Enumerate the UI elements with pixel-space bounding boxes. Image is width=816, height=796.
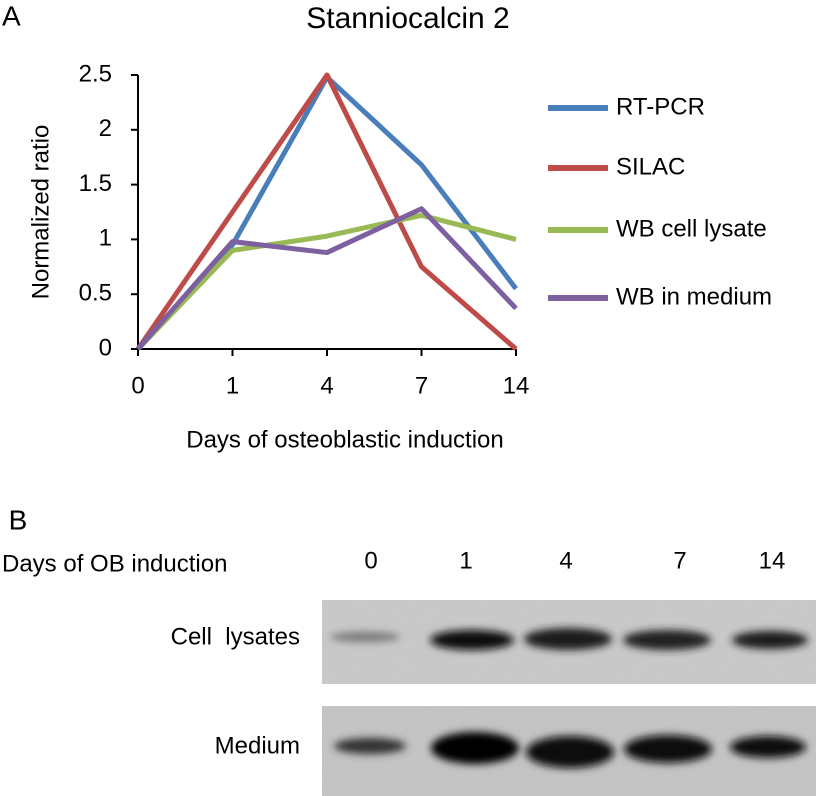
y-tick-label: 1.5 (79, 170, 112, 197)
blot-image (322, 600, 816, 796)
chart-title: Stanniocalcin 2 (306, 2, 509, 35)
series-line (136, 212, 517, 351)
series-line (136, 74, 518, 351)
lane-label: 0 (364, 547, 377, 574)
legend-label: SILAC (616, 153, 685, 180)
lane-label: 14 (759, 547, 786, 574)
panel-label: A (2, 0, 21, 31)
blot-row-label: Medium (215, 732, 300, 759)
series-line (135, 72, 518, 351)
blot-row-label: Cell lysates (171, 623, 300, 650)
y-tick-label: 1 (99, 225, 112, 252)
y-tick-label: 0.5 (79, 280, 112, 307)
lane-label: 4 (559, 547, 572, 574)
legend-label: RT-PCR (616, 93, 705, 120)
x-tick-label: 4 (320, 372, 333, 399)
x-axis-label: Days of osteoblastic induction (186, 426, 504, 453)
blot-header: Days of OB induction (2, 550, 227, 577)
y-tick-label: 0 (99, 334, 112, 361)
legend-label: WB cell lysate (616, 215, 767, 242)
lane-label: 7 (673, 547, 686, 574)
x-tick-label: 7 (415, 372, 428, 399)
panel-label: B (9, 504, 28, 535)
lane-label: 1 (459, 547, 472, 574)
legend-label: WB in medium (616, 283, 772, 310)
series-line (136, 206, 518, 351)
x-tick-label: 14 (503, 372, 530, 399)
y-tick-label: 2.5 (79, 60, 112, 87)
y-tick-label: 2 (99, 115, 112, 142)
x-tick-label: 1 (226, 372, 239, 399)
y-axis-label: Normalized ratio (27, 125, 54, 300)
x-tick-label: 0 (131, 372, 144, 399)
